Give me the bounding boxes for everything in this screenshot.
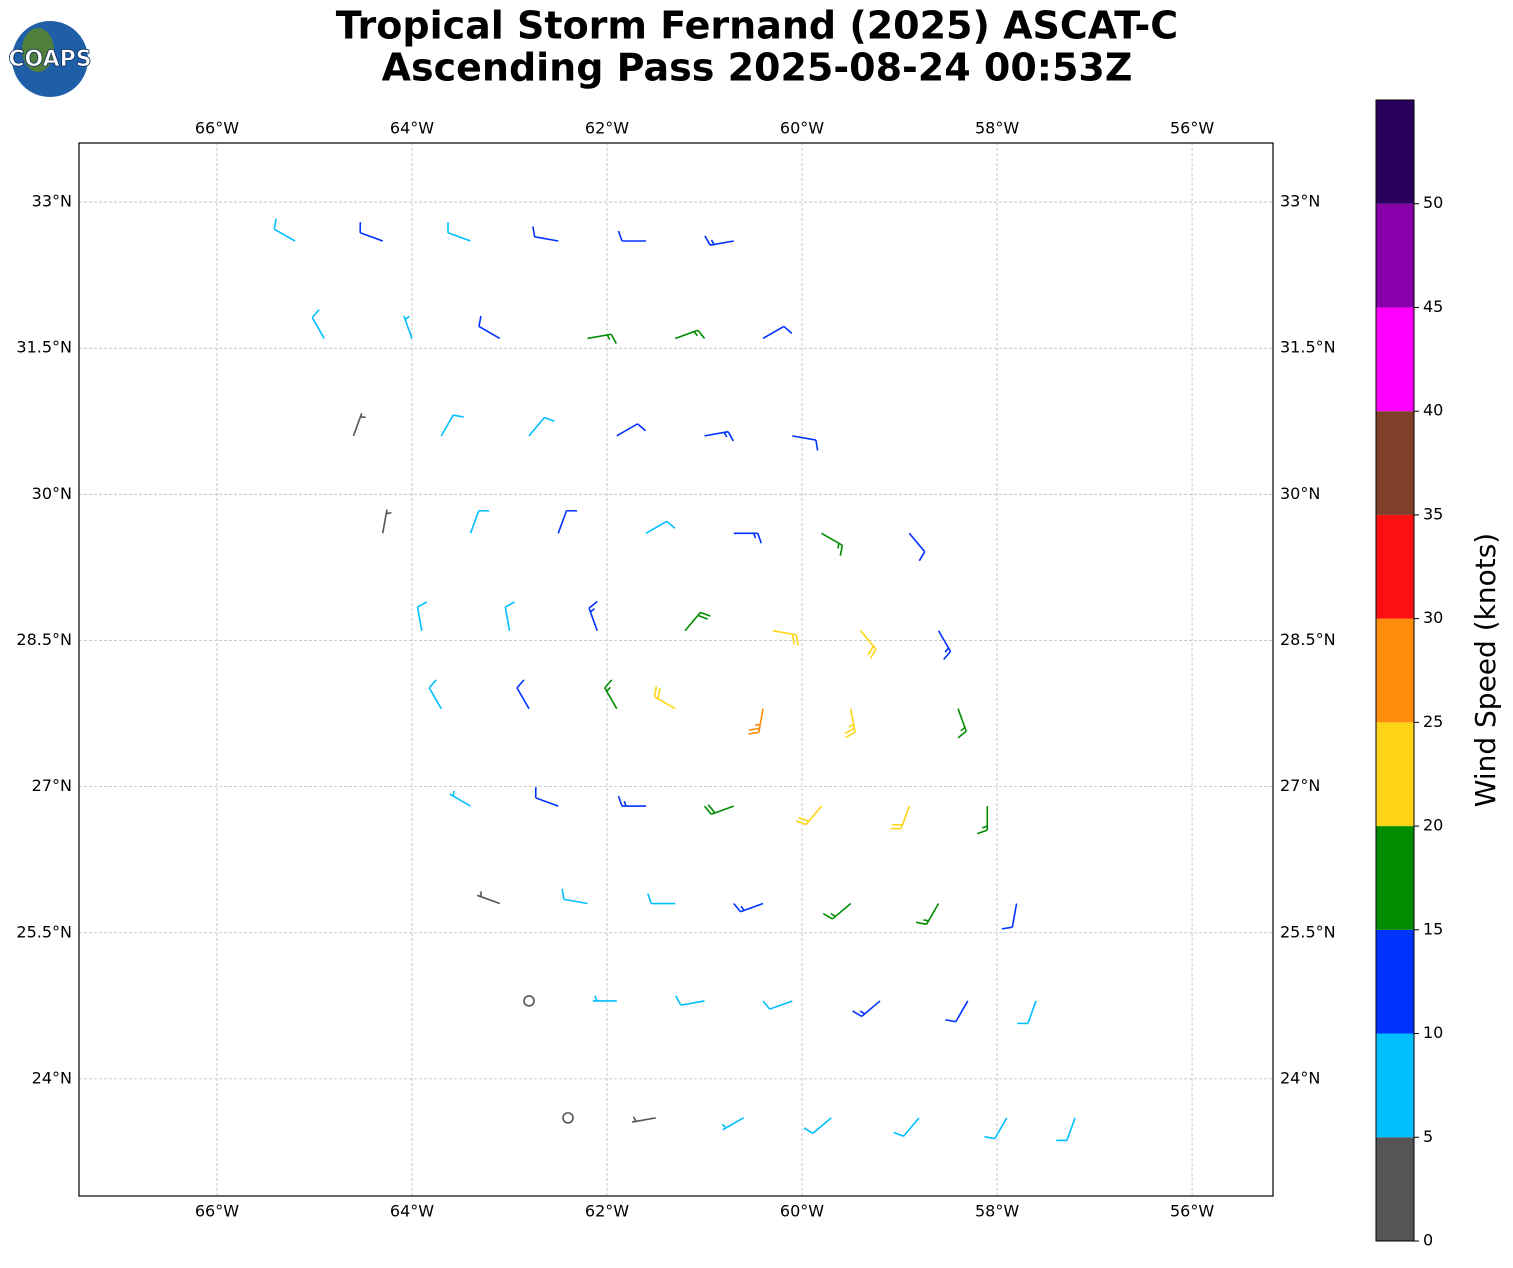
barb-feather bbox=[386, 513, 391, 514]
colorbar-segment bbox=[1376, 515, 1414, 619]
y-tick-label: 27°N bbox=[1280, 776, 1320, 795]
colorbar-segment bbox=[1376, 100, 1414, 204]
y-tick-label: 30°N bbox=[1280, 484, 1320, 503]
y-tick-label: 24°N bbox=[1280, 1068, 1320, 1087]
colorbar-tick-label: 50 bbox=[1423, 193, 1443, 212]
x-tick-label: 60°W bbox=[780, 1202, 824, 1221]
x-tick-label: 62°W bbox=[585, 119, 629, 138]
barb-feather bbox=[923, 920, 928, 921]
colorbar-segment bbox=[1376, 1034, 1414, 1138]
y-tick-label: 31.5°N bbox=[16, 338, 72, 357]
y-tick-label: 28.5°N bbox=[16, 630, 72, 649]
colorbar-tick-label: 35 bbox=[1423, 504, 1443, 523]
x-tick-label: 66°W bbox=[195, 1202, 239, 1221]
colorbar-segment bbox=[1376, 619, 1414, 723]
barb-feather bbox=[755, 724, 760, 725]
chart-title: Tropical Storm Fernand (2025) ASCAT-C bbox=[336, 4, 1178, 48]
x-tick-label: 64°W bbox=[390, 119, 434, 138]
colorbar-label: Wind Speed (knots) bbox=[1469, 533, 1502, 807]
y-tick-label: 25.5°N bbox=[1280, 922, 1336, 941]
x-tick-label: 58°W bbox=[975, 1202, 1019, 1221]
y-tick-label: 30°N bbox=[32, 484, 72, 503]
x-tick-label: 56°W bbox=[1170, 119, 1214, 138]
colorbar-tick-label: 45 bbox=[1423, 297, 1443, 316]
colorbar-tick-label: 40 bbox=[1423, 401, 1443, 420]
colorbar-segment bbox=[1376, 307, 1414, 411]
x-tick-label: 58°W bbox=[975, 119, 1019, 138]
colorbar-segment bbox=[1376, 722, 1414, 826]
x-tick-label: 62°W bbox=[585, 1202, 629, 1221]
colorbar-segment bbox=[1376, 411, 1414, 515]
colorbar-tick-label: 0 bbox=[1423, 1231, 1433, 1250]
colorbar-tick-label: 30 bbox=[1423, 608, 1443, 627]
y-tick-label: 24°N bbox=[32, 1068, 72, 1087]
colorbar-tick-label: 10 bbox=[1423, 1023, 1443, 1042]
colorbar-tick-label: 25 bbox=[1423, 712, 1443, 731]
x-tick-label: 56°W bbox=[1170, 1202, 1214, 1221]
colorbar-tick-label: 20 bbox=[1423, 816, 1443, 835]
chart-subtitle: Ascending Pass 2025-08-24 00:53Z bbox=[382, 46, 1133, 90]
y-tick-label: 31.5°N bbox=[1280, 338, 1336, 357]
logo-text: COAPS bbox=[8, 47, 91, 72]
y-tick-label: 27°N bbox=[32, 776, 72, 795]
y-tick-label: 28.5°N bbox=[1280, 630, 1336, 649]
colorbar-tick-label: 15 bbox=[1423, 919, 1443, 938]
barb-feather bbox=[453, 791, 454, 796]
x-tick-label: 66°W bbox=[195, 119, 239, 138]
colorbar-segment bbox=[1376, 204, 1414, 308]
colorbar-tick-label: 5 bbox=[1423, 1127, 1433, 1146]
x-tick-label: 60°W bbox=[780, 119, 824, 138]
y-tick-label: 33°N bbox=[1280, 192, 1320, 211]
y-tick-label: 25.5°N bbox=[16, 922, 72, 941]
barb-feather bbox=[838, 543, 839, 548]
colorbar-segment bbox=[1376, 1137, 1414, 1241]
colorbar-segment bbox=[1376, 826, 1414, 930]
x-tick-label: 64°W bbox=[390, 1202, 434, 1221]
y-tick-label: 33°N bbox=[32, 192, 72, 211]
colorbar-segment bbox=[1376, 930, 1414, 1034]
